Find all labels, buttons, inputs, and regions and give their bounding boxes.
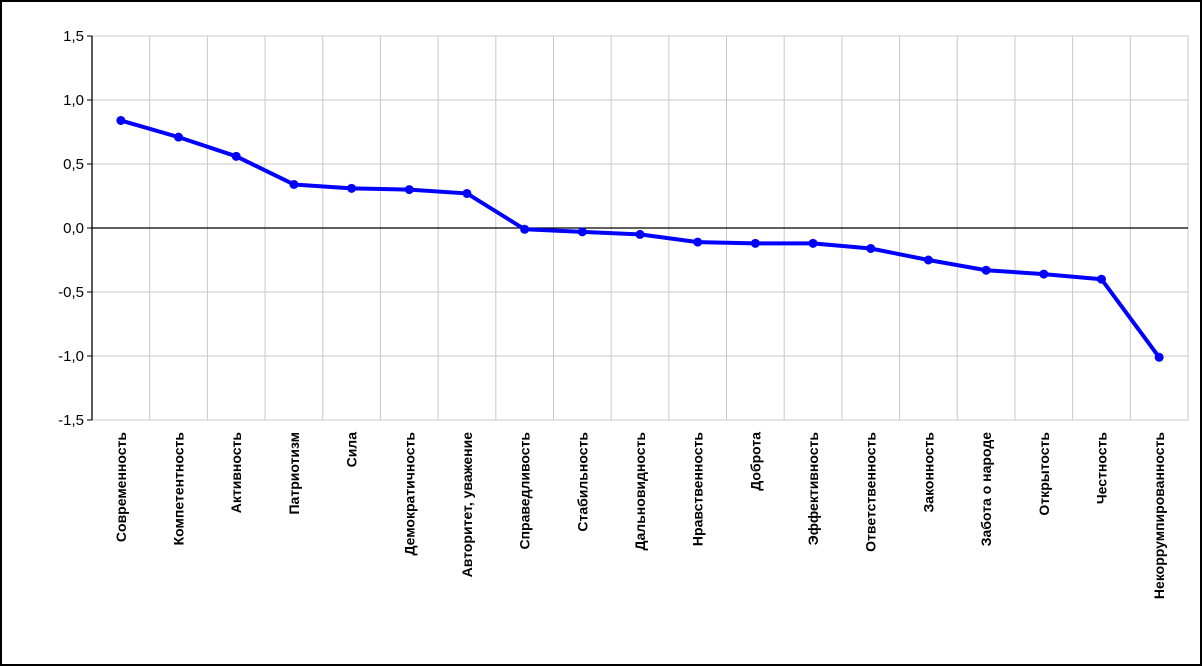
data-point [404, 185, 414, 195]
axes [87, 35, 1188, 421]
x-category-label: Авторитет, уважение [459, 432, 475, 578]
data-point [1096, 274, 1106, 284]
x-category-label: Законность [920, 432, 936, 513]
data-point [923, 255, 933, 265]
x-category-label: Открытость [1036, 432, 1052, 516]
y-tick-label: 1,0 [63, 92, 84, 109]
data-point [520, 224, 530, 234]
data-point [289, 179, 299, 189]
y-tick-label: -0,5 [58, 284, 84, 301]
x-category-label: Забота о народе [978, 432, 994, 546]
x-category-label: Компетентность [171, 432, 187, 546]
data-point [808, 238, 818, 248]
data-point [981, 265, 991, 275]
x-category-label: Патриотизм [286, 432, 302, 515]
x-category-label: Доброта [747, 432, 763, 491]
data-point [866, 243, 876, 253]
y-tick-label: -1,0 [58, 348, 84, 365]
data-point [635, 229, 645, 239]
data-point [750, 238, 760, 248]
x-category-label: Нравственность [690, 432, 706, 546]
data-point [462, 188, 472, 198]
x-category-label: Активность [228, 432, 244, 514]
y-tick-label: 0,5 [63, 156, 84, 173]
data-point [174, 132, 184, 142]
x-category-labels: Современность Компетентность Активность Пат… [113, 432, 1167, 599]
y-tick-label: 0,0 [63, 220, 84, 237]
x-category-label: Современность [113, 432, 129, 542]
x-category-label: Дальновидность [632, 432, 648, 551]
x-category-label: Эффективность [805, 432, 821, 546]
x-category-label: Ответственность [863, 432, 879, 552]
data-point [1154, 352, 1164, 362]
x-category-label: Справедливость [517, 432, 533, 550]
x-category-label: Некоррумпированность [1151, 432, 1167, 599]
y-tick-label: -1,5 [58, 412, 84, 429]
data-point [693, 237, 703, 247]
y-tick-label: 1,5 [63, 28, 84, 45]
y-tick-labels: 1,5 1,0 0,5 0,0 -0,5 -1,0 -1,5 [58, 28, 84, 429]
x-category-label: Стабильность [574, 432, 590, 532]
x-category-label: Сила [344, 432, 360, 468]
data-point [347, 183, 357, 193]
x-category-label: Демократичность [401, 432, 417, 556]
data-point [231, 151, 241, 161]
data-point [577, 227, 587, 237]
series [116, 115, 1164, 362]
data-point [116, 115, 126, 125]
x-category-label: Честность [1093, 432, 1109, 505]
data-point [1039, 269, 1049, 279]
